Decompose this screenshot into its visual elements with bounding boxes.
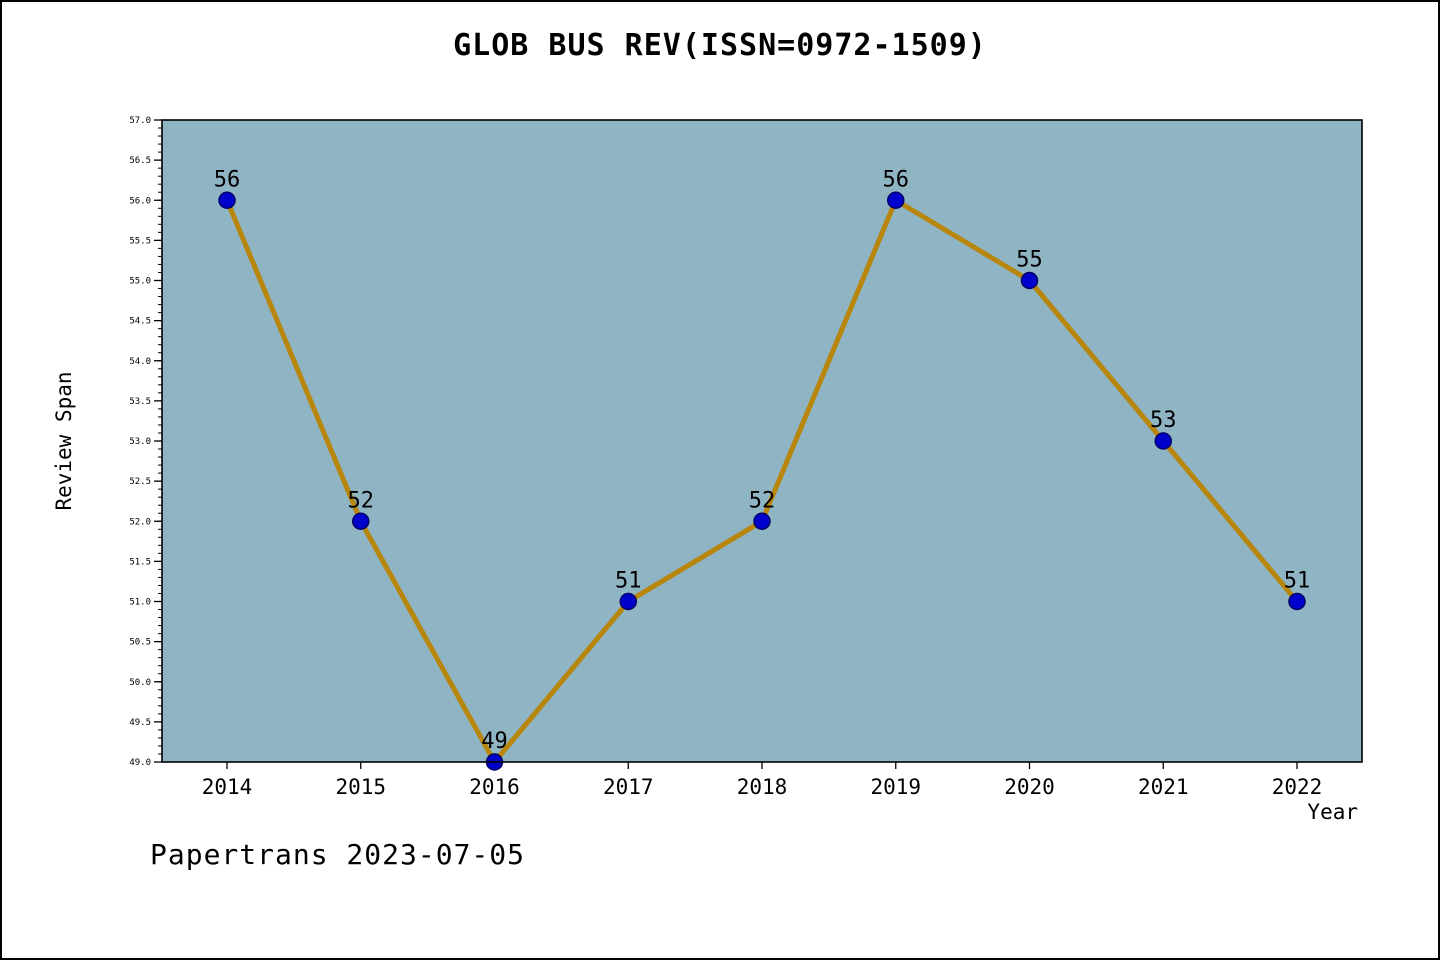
y-tick-label: 54.0	[129, 357, 151, 367]
point-value-label: 49	[481, 729, 508, 754]
y-tick-label: 52.0	[129, 517, 151, 527]
y-tick-label: 53.5	[129, 397, 151, 407]
data-point	[1020, 271, 1039, 290]
point-value-label: 53	[1150, 408, 1177, 433]
y-tick-label: 51.5	[129, 557, 151, 567]
point-value-label: 51	[615, 569, 642, 594]
plot-background	[162, 120, 1362, 762]
footer-watermark: Papertrans 2023-07-05	[150, 838, 526, 871]
x-tick-label: 2022	[1272, 775, 1323, 799]
point-value-label: 51	[1284, 569, 1311, 594]
y-tick-label: 49.0	[129, 758, 151, 768]
x-tick-label: 2014	[202, 775, 253, 799]
y-tick-label: 52.5	[129, 477, 151, 487]
x-tick-label: 2020	[1004, 775, 1055, 799]
y-tick-label: 57.0	[129, 116, 151, 126]
y-tick-label: 50.5	[129, 638, 151, 648]
data-point	[619, 592, 637, 611]
point-value-label: 56	[883, 167, 910, 192]
data-point	[887, 191, 905, 209]
x-tick-label: 2018	[737, 775, 788, 799]
data-point	[218, 191, 236, 209]
y-tick-label: 56.0	[129, 196, 151, 206]
x-axis-label: Year	[1307, 800, 1358, 824]
point-value-label: 52	[348, 488, 375, 513]
x-tick-label: 2019	[870, 775, 921, 799]
y-tick-label: 53.0	[129, 437, 151, 447]
y-tick-label: 54.5	[129, 317, 151, 327]
y-tick-label: 51.0	[129, 598, 151, 608]
x-tick-label: 2017	[603, 775, 654, 799]
point-value-label: 52	[749, 488, 776, 513]
plot-border	[161, 119, 1363, 763]
y-tick-label: 56.5	[129, 156, 151, 166]
y-tick-label: 50.0	[129, 678, 151, 688]
data-point	[1154, 432, 1172, 450]
y-tick-label: 49.5	[129, 718, 151, 728]
y-tick-label: 55.0	[129, 277, 151, 287]
data-point	[1288, 592, 1306, 611]
point-value-label: 55	[1016, 248, 1043, 273]
point-value-label: 56	[214, 167, 241, 192]
x-tick-label: 2021	[1138, 775, 1189, 799]
chart-title: GLOB BUS REV(ISSN=0972-1509)	[453, 28, 987, 63]
review-span-line-chart: 49.0 49.5 50.0 50.5 51.0 51.5 52.0 52.5 53.0 53.5…	[129, 116, 1363, 799]
data-point	[753, 512, 771, 530]
x-tick-label: 2016	[469, 775, 520, 799]
y-tick-label: 55.5	[129, 236, 151, 246]
data-point	[352, 512, 370, 530]
x-tick-label: 2015	[335, 775, 386, 799]
